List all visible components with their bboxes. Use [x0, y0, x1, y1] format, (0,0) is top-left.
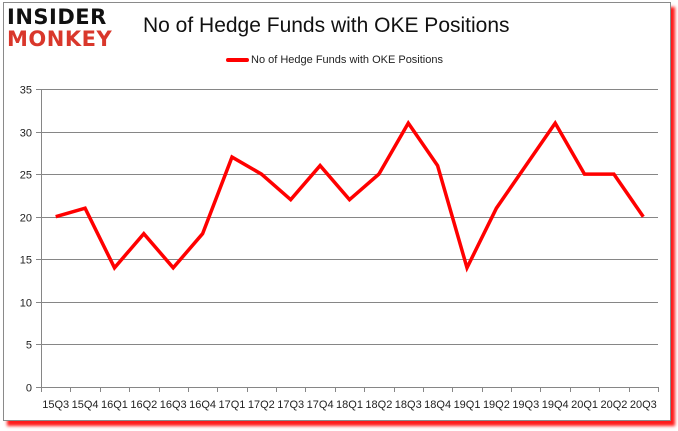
series-line: [55, 119, 645, 273]
x-axis: 15Q3 15Q4 16Q1 16Q2 16Q3 16Q4 17Q1 17Q2 17Q3 17Q4…: [41, 387, 659, 411]
x-tick-label: 20Q3: [630, 399, 657, 411]
y-tick-label: 25: [20, 170, 32, 182]
logo-text-top: INSIDER: [7, 5, 107, 29]
x-tick-label: 20Q1: [571, 399, 598, 411]
x-tick-label: 17Q4: [307, 399, 334, 411]
x-tick-label: 15Q4: [72, 399, 99, 411]
y-tick-label: 5: [26, 340, 32, 352]
y-tick-label: 35: [20, 85, 32, 97]
x-tick-label: 18Q4: [424, 399, 451, 411]
chart-title: No of Hedge Funds with OKE Positions: [143, 14, 510, 37]
x-tick-label: 17Q3: [277, 399, 304, 411]
x-tick-label: 19Q1: [454, 399, 481, 411]
x-tick-label: 16Q4: [189, 399, 216, 411]
logo-text-bottom: MONKEY: [7, 27, 113, 51]
y-tick-label: 20: [20, 213, 32, 225]
x-tick-label: 19Q2: [483, 399, 510, 411]
legend-line-swatch-icon: [226, 58, 249, 62]
x-tick-label: 16Q3: [160, 399, 187, 411]
insider-monkey-logo: INSIDER MONKEY: [7, 7, 127, 51]
x-tick-label: 20Q2: [600, 399, 627, 411]
y-tick-label: 15: [20, 255, 32, 267]
x-tick-label: 16Q2: [130, 399, 157, 411]
x-tick-label: 17Q1: [219, 399, 246, 411]
legend-label: No of Hedge Funds with OKE Positions: [251, 54, 443, 66]
x-tick-label: 19Q4: [542, 399, 569, 411]
chart-legend: No of Hedge Funds with OKE Positions: [226, 54, 443, 66]
x-tick-label: 18Q3: [395, 399, 422, 411]
y-axis: 0 5 10 15 20 25 30 35: [20, 85, 42, 395]
y-tick-label: 30: [20, 128, 32, 140]
x-tick-label: 19Q3: [512, 399, 539, 411]
x-tick-label: 15Q3: [42, 399, 69, 411]
x-tick-label: 17Q2: [248, 399, 275, 411]
y-tick-label: 0: [26, 383, 32, 395]
y-tick-label: 10: [20, 298, 32, 310]
gridlines: [36, 89, 658, 388]
chart-panel: [3, 2, 671, 421]
x-tick-label: 16Q1: [101, 399, 128, 411]
x-tick-label: 18Q1: [336, 399, 363, 411]
x-tick-label: 18Q2: [365, 399, 392, 411]
